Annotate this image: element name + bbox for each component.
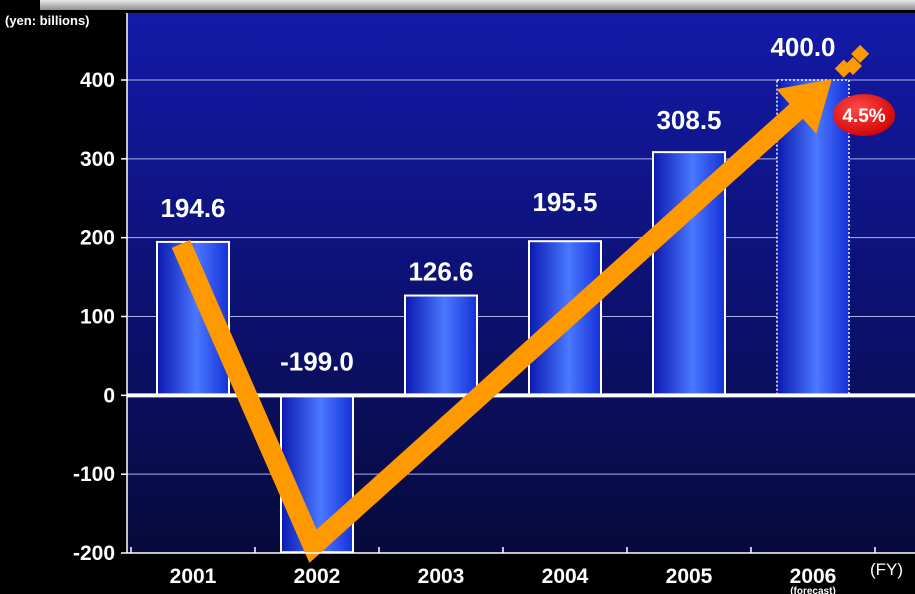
bar-2003 [404,294,478,397]
value-labels: 194.6 -199.0 126.6 195.5 308.5 400.0 4.5% [160,32,895,376]
top-strip [40,0,915,10]
x-tick-note: (forecast) [790,586,836,594]
y-tick-label: 400 [80,69,115,92]
x-tick-label: 2006 [790,565,837,588]
x-tick-label: 2001 [170,565,217,588]
y-tick-label: 100 [80,306,115,329]
value-label: 195.5 [532,187,597,217]
value-label: 126.6 [408,257,473,287]
y-tick-label: 200 [80,227,115,250]
value-label: 308.5 [656,105,721,135]
value-label: 194.6 [160,193,225,223]
trend-continuation-marker [851,44,870,63]
bar-2006 [776,79,850,397]
value-label: 400.0 [770,32,835,62]
y-tick-label: -200 [73,542,115,565]
value-label: -199.0 [280,346,354,376]
y-tick-label: 300 [80,148,115,171]
trend-arrow [171,44,870,563]
axes: 400 300 200 100 0 -100 -200 2001 2002 2003 2004 200… [73,13,915,594]
growth-badge-label: 4.5% [842,106,885,127]
x-tick-label: 2003 [418,565,465,588]
trend-arrow-line [171,82,827,563]
trend-continuation-marker [844,57,862,75]
y-tick-label: -100 [73,463,115,486]
y-tick-label: 0 [103,384,115,407]
unit-label: (yen: billions) [5,13,90,28]
x-tick-label: 2005 [666,565,713,588]
growth-badge [833,94,895,136]
bars [156,79,850,554]
fy-axis-suffix: (FY) [870,560,903,579]
trend-arrow-head [776,79,832,134]
x-tick-label: 2002 [294,565,341,588]
x-tick-label: 2004 [542,565,589,588]
